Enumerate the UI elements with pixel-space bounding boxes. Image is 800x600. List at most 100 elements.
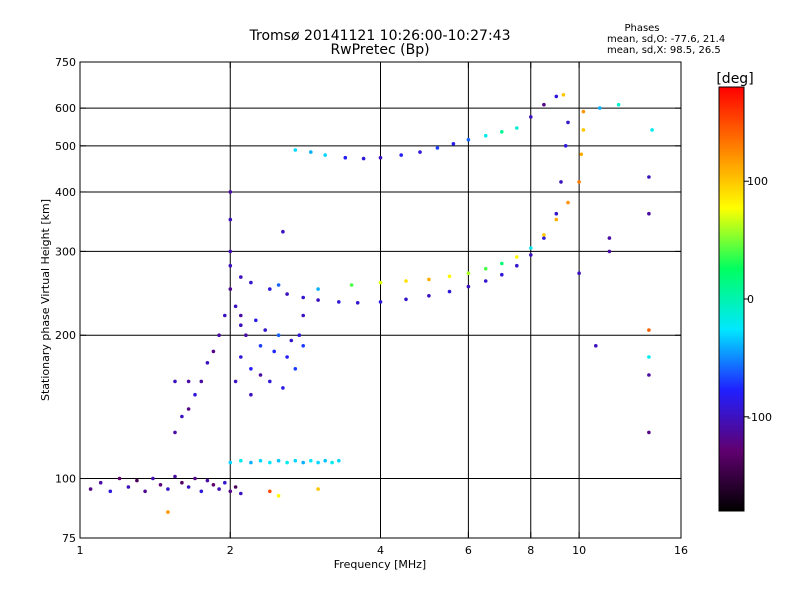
data-point <box>542 233 546 237</box>
data-point <box>529 115 533 119</box>
y-axis: 75 100 200 300 400 500 600 750 <box>55 56 681 545</box>
data-point <box>258 458 263 463</box>
data-point <box>268 489 272 494</box>
scatter-points <box>88 93 654 514</box>
data-point <box>447 289 452 294</box>
y-tick-label: 400 <box>55 186 76 199</box>
data-point <box>180 480 184 485</box>
stats-heading: Phases <box>624 23 659 34</box>
data-point <box>404 297 408 302</box>
data-point <box>233 485 238 489</box>
data-point <box>554 94 559 99</box>
data-point <box>276 283 281 287</box>
data-point <box>228 263 233 268</box>
x-tick-label: 6 <box>465 544 472 557</box>
data-point <box>228 460 233 465</box>
data-point <box>647 175 651 179</box>
data-point <box>647 211 651 216</box>
colorbar-tick-label: 100 <box>747 175 768 188</box>
data-point <box>126 485 131 489</box>
data-point <box>276 458 281 463</box>
data-point <box>173 474 177 479</box>
data-point <box>581 109 586 114</box>
data-point <box>378 300 383 304</box>
data-point <box>276 333 281 338</box>
data-point <box>427 294 431 298</box>
data-point <box>607 236 612 240</box>
data-point <box>355 301 360 305</box>
x-axis: 1 2 4 6 8 10 16 <box>77 62 688 557</box>
data-point <box>268 379 272 384</box>
data-point <box>249 367 253 371</box>
data-point <box>515 263 519 268</box>
data-point <box>594 344 598 348</box>
colorbar-tick-label: -100 <box>747 411 772 424</box>
data-point <box>143 489 147 494</box>
data-point <box>466 284 471 289</box>
data-point <box>180 414 184 419</box>
data-point <box>607 249 612 254</box>
data-point <box>186 407 191 411</box>
data-point <box>466 137 471 142</box>
x-tick-label: 1 <box>77 544 84 557</box>
x-tick-label: 4 <box>377 544 384 557</box>
data-point <box>447 274 452 279</box>
data-point <box>500 130 504 134</box>
colorbar-ticks: 100 0 -100 <box>744 175 772 424</box>
y-tick-label: 200 <box>55 329 76 342</box>
data-point <box>254 318 258 323</box>
data-point <box>239 275 243 279</box>
data-point <box>616 102 621 107</box>
data-point <box>647 355 651 359</box>
data-point <box>301 344 306 348</box>
data-point <box>542 102 546 107</box>
data-point <box>349 283 354 287</box>
data-point <box>217 487 221 491</box>
data-point <box>500 261 504 266</box>
data-point <box>289 338 294 343</box>
grid-lines <box>80 62 681 538</box>
data-point <box>268 287 272 291</box>
data-point <box>554 211 559 216</box>
data-point <box>309 150 313 154</box>
data-point <box>108 489 113 494</box>
data-point <box>135 478 139 483</box>
data-point <box>228 190 233 194</box>
data-point <box>281 386 285 390</box>
data-point <box>330 460 334 465</box>
data-point <box>239 458 243 463</box>
data-point <box>166 487 170 491</box>
data-point <box>577 180 581 184</box>
stats-o-mode: mean, sd,O: -77.6, 21.4 <box>607 34 725 45</box>
data-point <box>293 148 298 152</box>
data-point <box>500 272 504 277</box>
data-point <box>285 292 289 296</box>
data-point <box>249 392 253 397</box>
x-axis-label: Frequency [MHz] <box>334 558 426 571</box>
data-point <box>418 150 422 154</box>
data-point <box>293 458 298 463</box>
data-point <box>239 355 243 359</box>
data-point <box>173 430 177 435</box>
data-point <box>205 478 210 483</box>
data-point <box>361 156 366 161</box>
data-point <box>239 313 243 318</box>
data-point <box>233 304 238 309</box>
data-point <box>244 333 248 338</box>
data-point <box>193 476 197 481</box>
data-point <box>554 217 559 222</box>
data-point <box>579 152 584 157</box>
data-point <box>211 349 216 354</box>
colorbar-label: [deg] <box>716 71 753 87</box>
data-point <box>515 126 519 130</box>
data-point <box>258 344 263 348</box>
data-point <box>316 287 320 291</box>
data-point <box>88 487 93 491</box>
data-point <box>323 458 328 463</box>
data-point <box>435 146 440 150</box>
data-point <box>199 379 204 384</box>
data-point <box>199 489 204 494</box>
y-tick-label: 750 <box>55 56 76 69</box>
data-point <box>337 458 341 463</box>
data-point <box>559 180 563 184</box>
